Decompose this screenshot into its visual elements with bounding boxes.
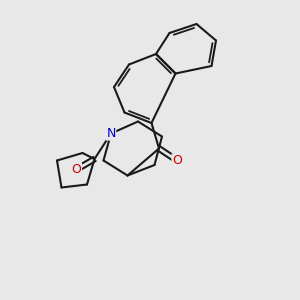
Text: O: O (72, 163, 81, 176)
Text: N: N (106, 127, 116, 140)
Text: O: O (172, 154, 182, 167)
